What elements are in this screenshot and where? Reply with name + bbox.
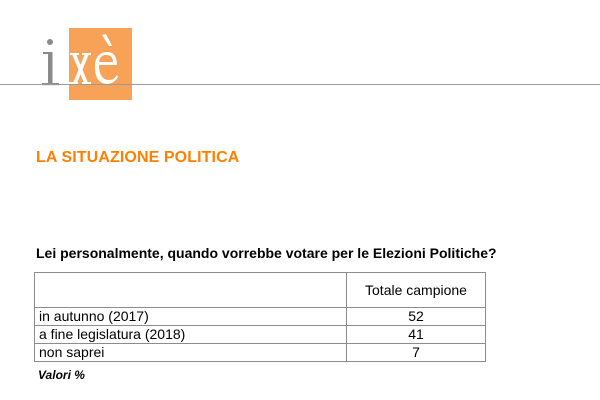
section-title: LA SITUAZIONE POLITICA bbox=[36, 149, 240, 166]
row-value: 41 bbox=[346, 325, 486, 344]
values-note: Valori % bbox=[38, 368, 85, 382]
table-row: in autunno (2017) 52 bbox=[34, 307, 486, 326]
logo-letters-xe bbox=[69, 34, 118, 84]
row-label: non saprei bbox=[34, 343, 347, 362]
row-value: 7 bbox=[346, 343, 486, 362]
column-header-totale-campione: Totale campione bbox=[346, 272, 486, 308]
table-row: non saprei 7 bbox=[34, 343, 486, 362]
logo-orange-block bbox=[69, 28, 132, 100]
table-row: a fine legislatura (2018) 41 bbox=[34, 325, 486, 344]
row-label: in autunno (2017) bbox=[34, 307, 347, 326]
survey-question: Lei personalmente, quando vorrebbe votar… bbox=[36, 245, 497, 261]
ixe-logo bbox=[38, 28, 132, 100]
table-header-empty-cell bbox=[34, 272, 347, 308]
logo-letter-i bbox=[42, 39, 59, 86]
table-header-row: Totale campione bbox=[34, 272, 486, 308]
results-table: Totale campione in autunno (2017) 52 a f… bbox=[34, 272, 486, 362]
header-divider bbox=[0, 84, 600, 85]
row-value: 52 bbox=[346, 307, 486, 326]
row-label: a fine legislatura (2018) bbox=[34, 325, 347, 344]
